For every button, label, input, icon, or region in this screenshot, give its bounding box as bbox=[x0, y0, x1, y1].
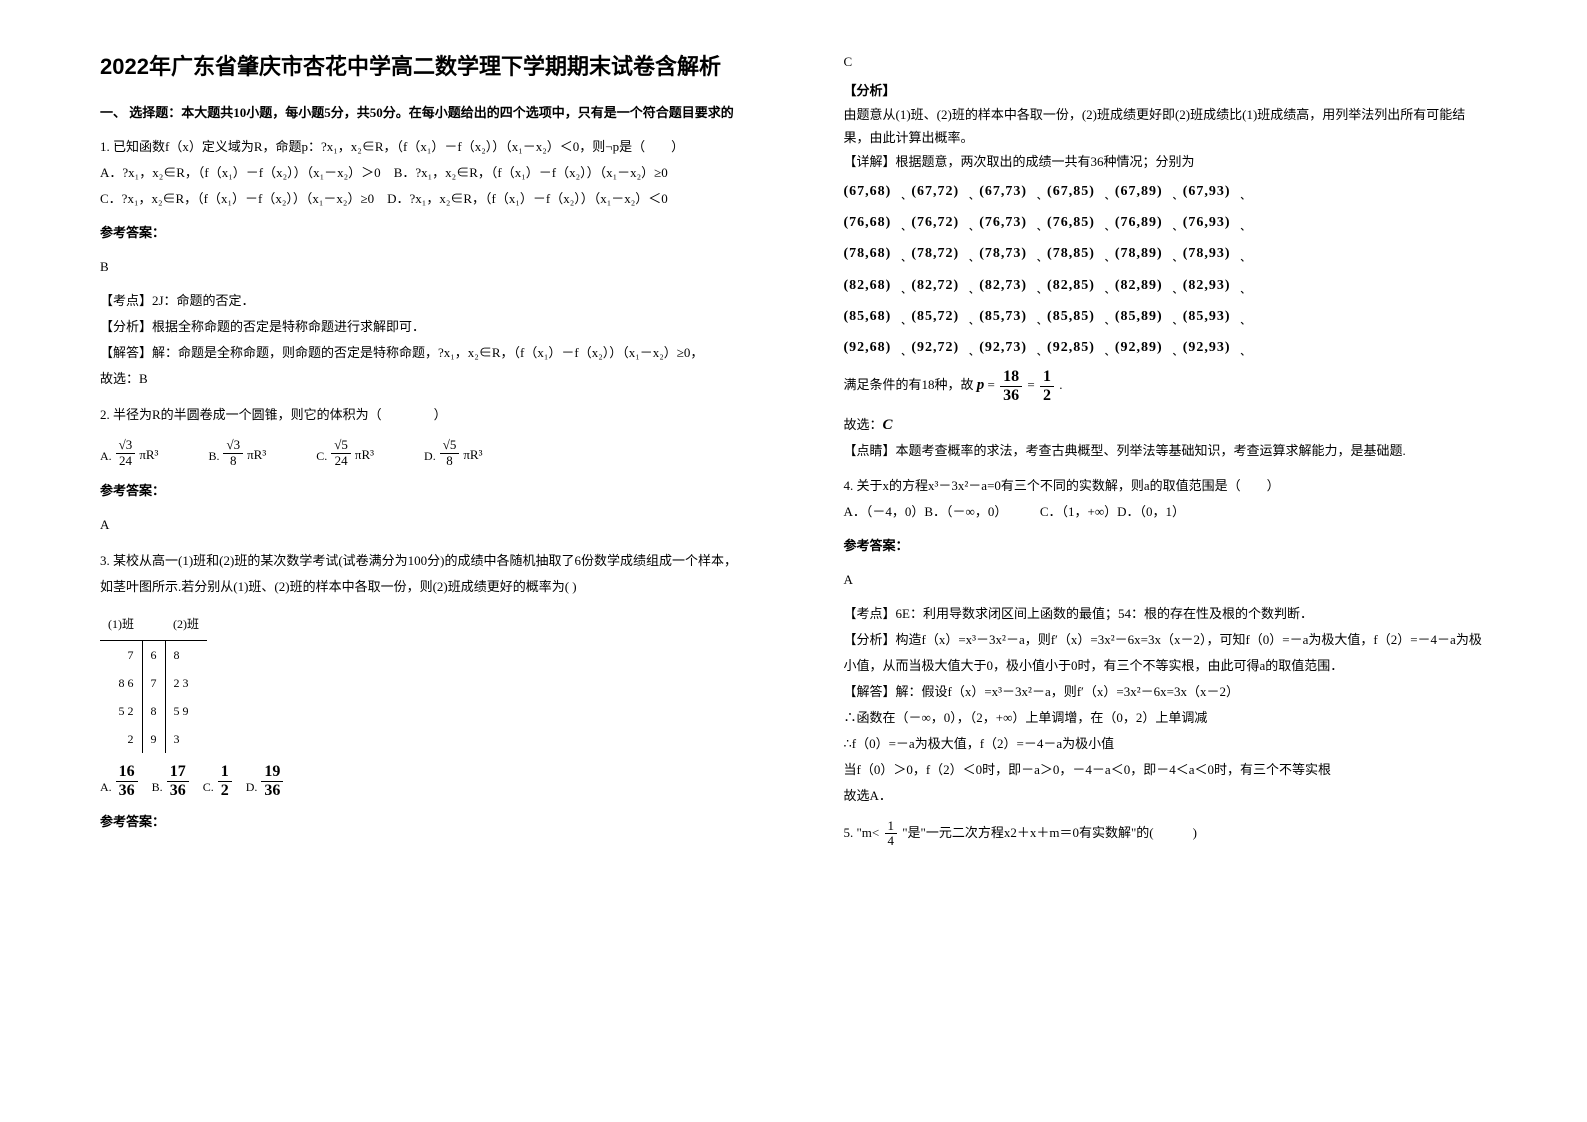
answer-label: 参考答案： bbox=[844, 533, 1488, 559]
q4-answer: A bbox=[844, 567, 1488, 593]
pairs-row: (92,68)、(92,72)、(92,73)、(92,85)、(92,89)、… bbox=[844, 335, 1488, 360]
q2-answer: A bbox=[100, 512, 744, 538]
q3-xiangjie: 【详解】根据题意，两次取出的成绩一共有36种情况；分别为 bbox=[844, 150, 1488, 173]
answer-label: 参考答案： bbox=[100, 809, 744, 835]
document-title: 2022年广东省肇庆市杏花中学高二数学理下学期期末试卷含解析 bbox=[100, 50, 744, 83]
section-header: 一、 选择题：本大题共10小题，每小题5分，共50分。在每小题给出的四个选项中，… bbox=[100, 101, 744, 124]
question-2: 2. 半径为R的半圆卷成一个圆锥，则它的体积为（ ） A. √324πR³ B.… bbox=[100, 402, 744, 538]
question-3: 3. 某校从高一(1)班和(2)班的某次数学考试(试卷满分为100分)的成绩中各… bbox=[100, 548, 744, 835]
q1-jieda2: 故选：B bbox=[100, 366, 744, 392]
q1-stem: 1. 已知函数f（x）定义域为R，命题p：?x₁，x₂∈R，（f（x₁）－f（x… bbox=[100, 134, 744, 160]
q2-opt-d: D. √58πR³ bbox=[424, 438, 482, 468]
q2-opt-c: C. √524πR³ bbox=[316, 438, 374, 468]
q3-answer: C bbox=[844, 50, 1488, 73]
q4-opts: A．（－4，0）B．（－∞，0） C．（1，+∞）D．（0，1） bbox=[844, 499, 1488, 525]
stem-leaf-plot: (1)班 (2)班 768 8 672 3 5 285 9 293 bbox=[100, 610, 207, 753]
q1-options-cd: C．?x₁，x₂∈R，（f（x₁）－f（x₂））（x₁－x₂）≥0 D．?x₁，… bbox=[100, 186, 744, 212]
q3-opt-c: C. 12 bbox=[203, 763, 234, 799]
answer-label: 参考答案： bbox=[100, 478, 744, 504]
question-5: 5. "m< 14 "是"一元二次方程x2＋x＋m＝0有实数解"的( ) bbox=[844, 819, 1488, 849]
q3-dianjing: 【点睛】本题考查概率的求法，考查古典概型、列举法等基础知识，考查运算求解能力，是… bbox=[844, 439, 1488, 462]
q1-kaodian: 【考点】2J：命题的否定． bbox=[100, 288, 744, 314]
q3-fenxi-label: 【分析】 bbox=[844, 79, 1488, 102]
q2-stem: 2. 半径为R的半圆卷成一个圆锥，则它的体积为（ ） bbox=[100, 402, 744, 428]
answer-label: 参考答案： bbox=[100, 220, 744, 246]
q2-opt-a: A. √324πR³ bbox=[100, 438, 158, 468]
left-column: 2022年广东省肇庆市杏花中学高二数学理下学期期末试卷含解析 一、 选择题：本大… bbox=[0, 0, 794, 1122]
right-column: C 【分析】 由题意从(1)班、(2)班的样本中各取一份，(2)班成绩更好即(2… bbox=[794, 0, 1587, 1122]
q3-manzu: 满足条件的有18种，故 p = 1836 = 12 . bbox=[844, 368, 1488, 404]
q4-jieda4: 当f（0）＞0，f（2）＜0时，即－a＞0，－4－a＜0，即－4＜a＜0时，有三… bbox=[844, 757, 1488, 783]
q1-jieda1: 【解答】解：命题是全称命题，则命题的否定是特称命题，?x₁，x₂∈R，（f（x₁… bbox=[100, 340, 744, 366]
q3-opt-a: A. 1636 bbox=[100, 763, 140, 799]
q2-opt-b: B. √38πR³ bbox=[208, 438, 266, 468]
q3-options: A. 1636 B. 1736 C. 12 D. 1936 bbox=[100, 763, 744, 799]
q1-fenxi: 【分析】根据全称命题的否定是特称命题进行求解即可． bbox=[100, 314, 744, 340]
q3-guxuan: 故选：C bbox=[844, 412, 1488, 439]
q3-stem: 3. 某校从高一(1)班和(2)班的某次数学考试(试卷满分为100分)的成绩中各… bbox=[100, 548, 744, 600]
question-1: 1. 已知函数f（x）定义域为R，命题p：?x₁，x₂∈R，（f（x₁）－f（x… bbox=[100, 134, 744, 392]
q4-jieda5: 故选A． bbox=[844, 783, 1488, 809]
question-4: 4. 关于x的方程x³－3x²－a=0有三个不同的实数解，则a的取值范围是（ ）… bbox=[844, 473, 1488, 809]
q4-kaodian: 【考点】6E：利用导数求闭区间上函数的最值；54：根的存在性及根的个数判断． bbox=[844, 601, 1488, 627]
q4-fenxi: 【分析】构造f（x）=x³－3x²－a，则f′（x）=3x²－6x=3x（x－2… bbox=[844, 627, 1488, 679]
pairs-row: (76,68)、(76,72)、(76,73)、(76,85)、(76,89)、… bbox=[844, 210, 1488, 235]
pairs-row: (67,68)、(67,72)、(67,73)、(67,85)、(67,89)、… bbox=[844, 179, 1488, 204]
q4-stem: 4. 关于x的方程x³－3x²－a=0有三个不同的实数解，则a的取值范围是（ ） bbox=[844, 473, 1488, 499]
pairs-list: (67,68)、(67,72)、(67,73)、(67,85)、(67,89)、… bbox=[844, 179, 1488, 360]
q4-jieda2: ∴函数在（－∞，0），（2，+∞）上单调增，在（0，2）上单调减 bbox=[844, 705, 1488, 731]
q3-fenxi: 由题意从(1)班、(2)班的样本中各取一份，(2)班成绩更好即(2)班成绩比(1… bbox=[844, 103, 1488, 150]
pairs-row: (85,68)、(85,72)、(85,73)、(85,85)、(85,89)、… bbox=[844, 304, 1488, 329]
q3-opt-b: B. 1736 bbox=[152, 763, 191, 799]
q4-jieda3: ∴f（0）=－a为极大值，f（2）=－4－a为极小值 bbox=[844, 731, 1488, 757]
q2-options: A. √324πR³ B. √38πR³ C. √524πR³ D. √58πR… bbox=[100, 438, 744, 468]
q1-options-ab: A．?x₁，x₂∈R，（f（x₁）－f（x₂））（x₁－x₂）＞0 B．?x₁，… bbox=[100, 160, 744, 186]
q1-answer: B bbox=[100, 254, 744, 280]
pairs-row: (78,68)、(78,72)、(78,73)、(78,85)、(78,89)、… bbox=[844, 241, 1488, 266]
q3-opt-d: D. 1936 bbox=[246, 763, 286, 799]
pairs-row: (82,68)、(82,72)、(82,73)、(82,85)、(82,89)、… bbox=[844, 273, 1488, 298]
q4-jieda1: 【解答】解：假设f（x）=x³－3x²－a，则f′（x）=3x²－6x=3x（x… bbox=[844, 679, 1488, 705]
